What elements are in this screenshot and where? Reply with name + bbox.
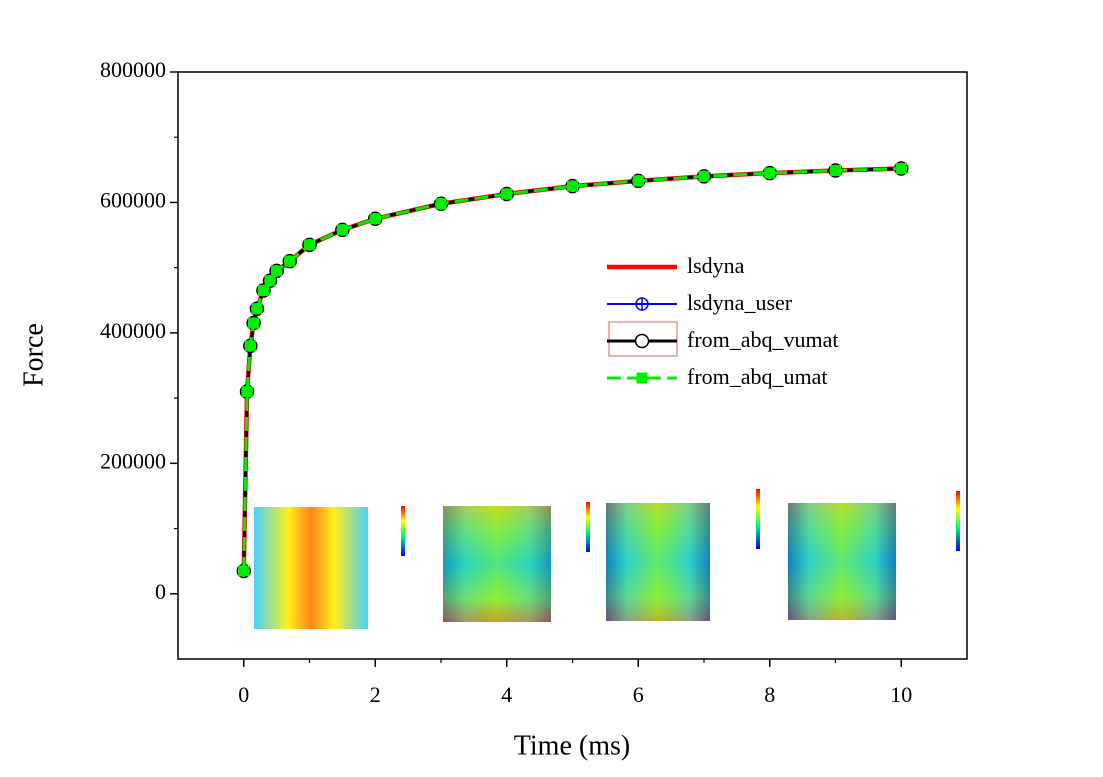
x-tick-label: 10 <box>890 682 912 707</box>
x-tick-label: 6 <box>633 682 644 707</box>
marker <box>567 180 578 192</box>
x-tick-label: 0 <box>238 682 249 707</box>
x-tick-label: 2 <box>370 682 381 707</box>
colorbar <box>401 506 405 556</box>
contour-inset-overlay <box>443 506 551 622</box>
contour-inset <box>254 507 368 629</box>
legend-item: from_abq_umat <box>607 364 828 389</box>
marker-plus <box>636 298 648 310</box>
marker <box>264 275 276 287</box>
marker <box>244 340 256 352</box>
marker <box>248 317 260 329</box>
marker <box>830 164 841 176</box>
marker <box>764 167 776 179</box>
legend-label: from_abq_vumat <box>687 327 839 352</box>
marker <box>895 163 907 175</box>
series <box>238 163 907 577</box>
marker <box>634 333 650 349</box>
marker <box>636 372 648 384</box>
colorbar <box>756 489 760 549</box>
y-tick-label: 200000 <box>100 448 166 473</box>
colorbar <box>586 502 590 552</box>
x-tick-label: 8 <box>764 682 775 707</box>
x-tick-label: 4 <box>501 682 512 707</box>
legend-label: lsdyna <box>687 253 745 278</box>
legend-item: from_abq_vumat <box>607 327 839 352</box>
x-axis-title: Time (ms) <box>514 730 630 761</box>
marker <box>336 224 348 236</box>
legend-label: lsdyna_user <box>687 290 793 315</box>
marker <box>635 297 649 311</box>
legend-item: lsdyna <box>607 253 745 278</box>
marker <box>501 188 513 200</box>
legend-label: from_abq_umat <box>687 364 828 389</box>
marker <box>435 198 447 210</box>
contour-inset-overlay <box>788 503 896 620</box>
marker <box>304 239 315 251</box>
marker <box>284 255 296 267</box>
marker <box>257 284 269 296</box>
contour-inset-overlay <box>606 503 710 621</box>
y-tick-label: 0 <box>155 579 166 604</box>
colorbar <box>956 491 960 551</box>
marker <box>251 303 263 315</box>
marker <box>238 565 250 577</box>
legend-highlight <box>608 321 678 357</box>
marker <box>241 386 253 398</box>
insets <box>254 489 960 629</box>
marker <box>369 213 381 225</box>
y-axis-title: Force <box>18 323 49 387</box>
marker <box>271 265 283 277</box>
y-tick-label: 800000 <box>100 57 166 82</box>
legend-item: lsdyna_user <box>607 290 793 315</box>
marker <box>632 175 644 187</box>
y-tick-label: 400000 <box>100 318 166 343</box>
y-tick-label: 600000 <box>100 187 166 212</box>
marker <box>698 170 710 182</box>
